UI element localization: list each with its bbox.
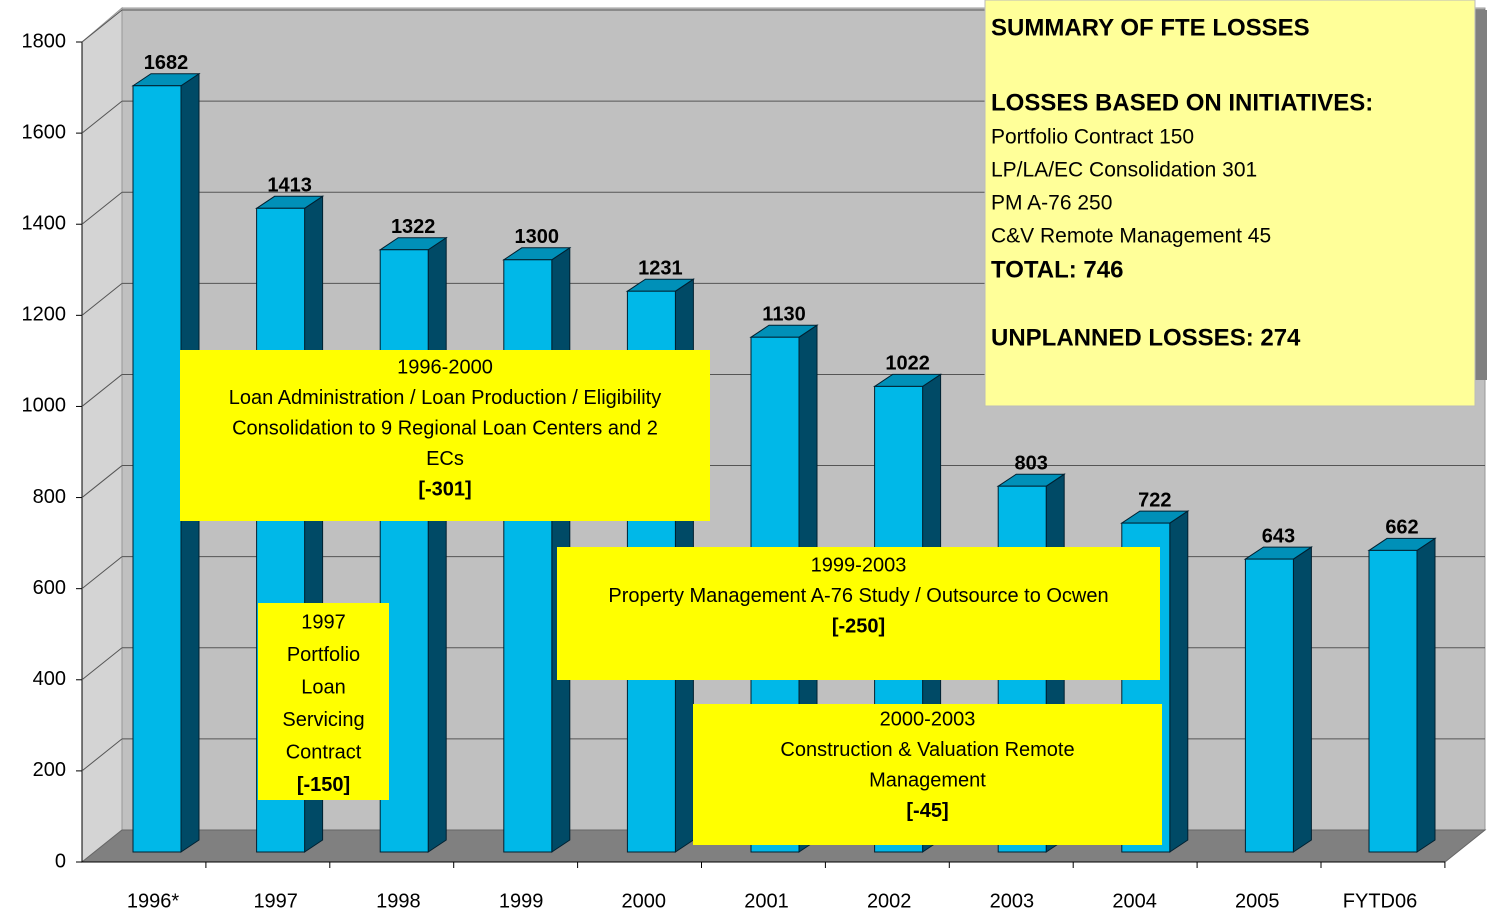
bar-side — [427, 236, 447, 853]
data-label: 1300 — [515, 226, 560, 248]
annotation-text: 1997 — [301, 611, 346, 633]
annotation-text: Loan — [301, 676, 346, 698]
y-tick-label: 800 — [33, 486, 66, 508]
grid-line — [81, 647, 123, 681]
y-tick-label: 1000 — [22, 395, 67, 417]
summary-heading: LOSSES BASED ON INITIATIVES: — [991, 89, 1373, 116]
summary-item: C&V Remote Management 45 — [991, 225, 1271, 248]
x-tick-label: 1999 — [499, 890, 544, 912]
bar — [132, 85, 182, 853]
annotation-text: Contract — [286, 741, 362, 763]
summary-box — [984, 0, 1476, 407]
annotation-text: ECs — [426, 448, 464, 470]
annotation-box — [180, 350, 710, 521]
data-label: 803 — [1015, 452, 1048, 474]
grid-line — [81, 738, 123, 772]
annotation-text: Property Management A-76 Study / Outsour… — [608, 585, 1108, 607]
x-tick-label: 2002 — [867, 890, 912, 912]
grid-line — [81, 100, 123, 134]
x-tick-label: 2003 — [990, 890, 1035, 912]
annotation-box — [557, 547, 1160, 680]
annotation-text: 1999-2003 — [811, 554, 907, 576]
grid-line — [81, 465, 123, 498]
y-tick-label: 0 — [55, 850, 66, 872]
x-tick-label: 2001 — [744, 890, 789, 912]
y-tick-label: 1400 — [22, 213, 67, 235]
summary-item: Portfolio Contract 150 — [991, 126, 1194, 149]
annotation-box — [258, 603, 389, 800]
y-tick-label: 1800 — [22, 30, 67, 52]
left-wall — [81, 6, 123, 864]
annotation-amount: [-250] — [832, 615, 885, 637]
data-label: 643 — [1262, 525, 1295, 547]
summary-unplanned: UNPLANNED LOSSES: 274 — [991, 324, 1301, 351]
data-label: 1130 — [762, 304, 805, 326]
data-label: 662 — [1385, 517, 1418, 539]
y-tick-label: 600 — [33, 577, 66, 599]
grid-line — [81, 191, 123, 225]
annotation-amount: [-301] — [418, 478, 471, 500]
x-tick-label: 2005 — [1235, 890, 1280, 912]
bar — [1244, 558, 1294, 853]
bar — [503, 259, 553, 853]
annotation-amount: [-45] — [906, 800, 948, 822]
y-tick-label: 200 — [33, 759, 66, 781]
grid-line — [81, 556, 123, 590]
x-tick-label: 1997 — [253, 890, 298, 912]
x-tick-label: 1998 — [376, 890, 421, 912]
annotation-amount: [-150] — [297, 774, 350, 796]
y-tick-label: 1600 — [22, 121, 67, 143]
grid-line — [81, 374, 123, 407]
y-tick-label: 400 — [33, 668, 66, 690]
x-tick-label: FYTD06 — [1343, 890, 1417, 912]
data-label: 1231 — [638, 257, 683, 279]
annotation-text: Management — [869, 769, 986, 791]
bar-side — [1416, 537, 1436, 853]
annotation-text: Servicing — [282, 709, 364, 731]
annotation-text: Loan Administration / Loan Production / … — [229, 387, 661, 409]
annotation-text: Construction & Valuation Remote — [780, 739, 1074, 761]
data-label: 1413 — [267, 175, 312, 197]
x-tick-label: 2004 — [1112, 890, 1157, 912]
annotation-text: 1996-2000 — [397, 356, 493, 378]
bar — [1368, 549, 1418, 853]
x-tick-label: 1996* — [127, 890, 179, 912]
summary-item: LP/LA/EC Consolidation 301 — [991, 159, 1257, 182]
annotation-text: 2000-2003 — [880, 708, 976, 730]
summary-title: SUMMARY OF FTE LOSSES — [991, 14, 1310, 41]
annotation-text: Portfolio — [287, 644, 360, 666]
bar-side — [1169, 510, 1189, 853]
x-tick-label: 2000 — [622, 890, 667, 912]
y-tick-label: 1200 — [22, 304, 67, 326]
grid-line — [81, 282, 123, 316]
annotation-box — [693, 704, 1162, 845]
data-label: 722 — [1138, 489, 1171, 511]
data-label: 1682 — [144, 52, 189, 74]
bar-side — [1292, 546, 1312, 853]
annotation-text: Consolidation to 9 Regional Loan Centers… — [232, 417, 658, 439]
summary-item: PM A-76 250 — [991, 192, 1112, 215]
summary-total: TOTAL: 746 — [991, 256, 1123, 283]
data-label: 1322 — [391, 216, 436, 238]
data-label: 1022 — [885, 353, 930, 375]
grid-line — [81, 9, 123, 43]
